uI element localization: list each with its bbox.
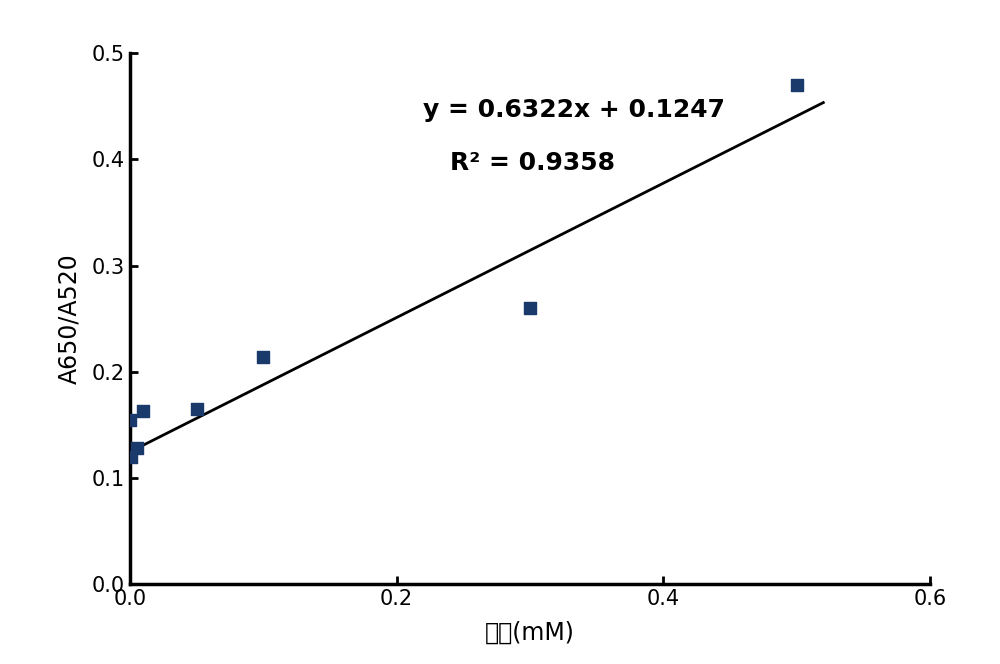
Text: y = 0.6322x + 0.1247: y = 0.6322x + 0.1247 (423, 98, 725, 122)
Point (789, 80, 805, 90)
Point (135, 406, 151, 416)
X-axis label: 浓度(mM): 浓度(mM) (485, 620, 575, 644)
Y-axis label: A650/A520: A650/A520 (57, 254, 81, 384)
Point (522, 303, 538, 313)
Point (129, 443, 145, 454)
Point (255, 352, 271, 363)
Text: R² = 0.9358: R² = 0.9358 (450, 151, 615, 175)
Point (123, 452, 139, 462)
Point (189, 404, 205, 414)
Point (122, 414, 138, 425)
